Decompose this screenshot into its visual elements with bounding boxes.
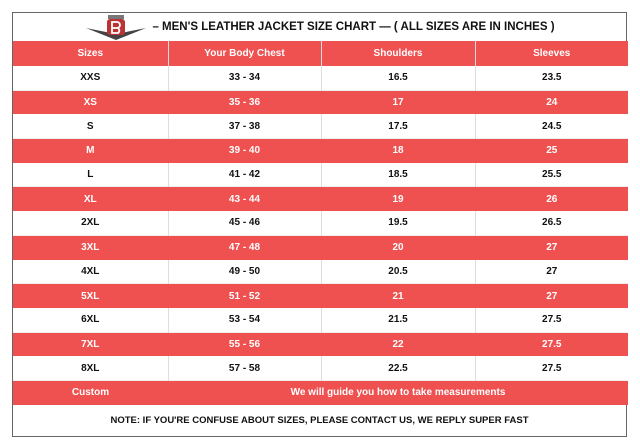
cell-shoulders: 18 [320,138,475,163]
cell-size: 6XL [13,307,168,333]
cell-sleeves: 24.5 [474,114,628,139]
cell-shoulders: 19.5 [320,211,475,236]
header-sleeves: Sleeves [474,41,628,66]
cell-sleeves: 27 [474,259,628,284]
cell-shoulders: 22.5 [320,356,475,381]
cell-sleeves: 25 [474,138,628,163]
cell-size: L [13,162,168,187]
cell-shoulders: 17 [320,90,475,115]
note: NOTE: IF YOU'RE CONFUSE ABOUT SIZES, PLE… [110,414,529,426]
table-row: L 41 - 42 18.5 25.5 [13,162,628,187]
cell-shoulders: 18.5 [320,162,475,187]
cell-size: 8XL [13,356,168,381]
cell-shoulders: 16.5 [320,66,475,91]
cell-shoulders: 22 [320,332,475,357]
cell-chest: 57 - 58 [167,356,321,381]
cell-size: 3XL [13,235,168,260]
cell-chest: 45 - 46 [167,211,321,236]
cell-chest: 37 - 38 [167,114,321,139]
size-table: Sizes Your Body Chest Shoulders Sleeves … [13,41,628,405]
cell-sleeves: 27 [474,235,628,260]
header-sizes: Sizes [13,41,168,66]
cell-chest: 33 - 34 [167,66,321,91]
table-row: S 37 - 38 17.5 24.5 [13,114,628,139]
chart-title: – MEN'S LEATHER JACKET SIZE CHART — ( AL… [152,21,555,33]
table-row: 2XL 45 - 46 19.5 26.5 [13,211,628,236]
custom-row: Custom We will guide you how to take mea… [13,380,628,405]
cell-chest: 35 - 36 [167,90,321,115]
cell-chest: 49 - 50 [167,259,321,284]
cell-sleeves: 24 [474,90,628,115]
chart-title-row: – MEN'S LEATHER JACKET SIZE CHART — ( AL… [13,13,626,41]
cell-size: 5XL [13,283,168,308]
cell-chest: 41 - 42 [167,162,321,187]
table-row: 8XL 57 - 58 22.5 27.5 [13,356,628,381]
cell-size: XL [13,186,168,212]
cell-sleeves: 27.5 [474,307,628,333]
cell-sleeves: 23.5 [474,66,628,91]
cell-sleeves: 27.5 [474,356,628,381]
custom-text: We will guide you how to take measuremen… [168,380,628,405]
cell-shoulders: 20 [320,235,475,260]
table-row: 5XL 51 - 52 21 27 [13,283,628,308]
cell-sleeves: 27.5 [474,332,628,357]
table-row: XL 43 - 44 19 26 [13,186,628,212]
cell-size: 7XL [13,332,168,357]
cell-sleeves: 26 [474,186,628,212]
cell-shoulders: 21.5 [320,307,475,333]
table-row: 3XL 47 - 48 20 27 [13,235,628,260]
table-row: 6XL 53 - 54 21.5 27.5 [13,307,628,333]
cell-shoulders: 17.5 [320,114,475,139]
cell-chest: 43 - 44 [167,186,321,212]
brand-logo-icon [86,15,147,40]
custom-label: Custom [13,380,168,405]
cell-sleeves: 25.5 [474,162,628,187]
cell-chest: 53 - 54 [167,307,321,333]
cell-size: M [13,138,168,163]
table-row: XXS 33 - 34 16.5 23.5 [13,66,628,91]
table-row: M 39 - 40 18 25 [13,138,628,163]
cell-shoulders: 19 [320,186,475,212]
cell-size: XS [13,90,168,115]
cell-size: XXS [13,66,168,91]
cell-chest: 47 - 48 [167,235,321,260]
header-shoulders: Shoulders [320,41,475,66]
cell-size: 4XL [13,259,168,284]
cell-size: S [13,114,168,139]
cell-sleeves: 26.5 [474,211,628,236]
table-row: 4XL 49 - 50 20.5 27 [13,259,628,284]
cell-chest: 55 - 56 [167,332,321,357]
size-chart: – MEN'S LEATHER JACKET SIZE CHART — ( AL… [12,12,628,437]
header-row: Sizes Your Body Chest Shoulders Sleeves [13,41,628,66]
table-row: 7XL 55 - 56 22 27.5 [13,332,628,357]
table-row: XS 35 - 36 17 24 [13,90,628,115]
header-chest: Your Body Chest [167,41,321,66]
cell-shoulders: 21 [320,283,475,308]
cell-size: 2XL [13,211,168,236]
cell-sleeves: 27 [474,283,628,308]
cell-chest: 51 - 52 [167,283,321,308]
cell-chest: 39 - 40 [167,138,321,163]
cell-shoulders: 20.5 [320,259,475,284]
